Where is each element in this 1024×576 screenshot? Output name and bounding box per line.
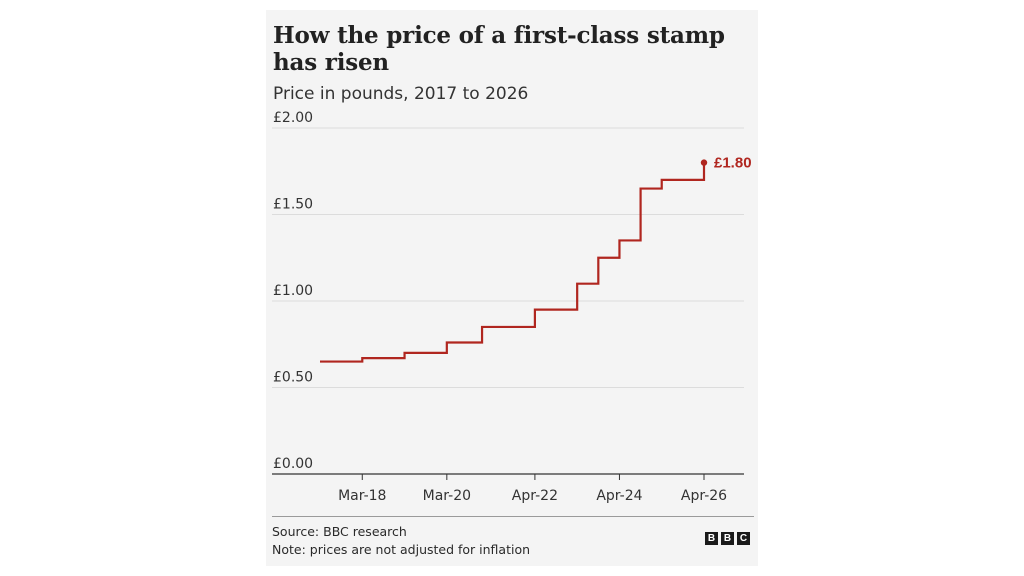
y-tick-label: £0.00 — [273, 456, 313, 472]
bbc-logo: B B C — [705, 532, 750, 545]
chart-card: How the price of a first-class stamp has… — [266, 10, 758, 566]
x-tick-label: Mar-18 — [338, 488, 386, 504]
bbc-logo-letter: C — [737, 532, 750, 545]
y-tick-label: £1.00 — [273, 283, 313, 299]
x-tick-label: Apr-22 — [512, 488, 558, 504]
chart-subtitle: Price in pounds, 2017 to 2026 — [273, 84, 529, 104]
chart-title: How the price of a first-class stamp has… — [273, 22, 725, 76]
y-tick-label: £1.50 — [273, 197, 313, 213]
x-tick-label: Apr-24 — [596, 488, 642, 504]
y-tick-label: £2.00 — [273, 110, 313, 126]
x-tick-label: Apr-26 — [681, 488, 727, 504]
source-text: Source: BBC research — [272, 524, 407, 539]
end-point-marker — [700, 159, 708, 166]
price-step-line — [320, 162, 706, 363]
bbc-logo-letter: B — [721, 532, 734, 545]
x-tick-label: Mar-20 — [423, 488, 471, 504]
chart-footer: Source: BBC research Note: prices are no… — [272, 516, 754, 559]
bbc-logo-letter: B — [705, 532, 718, 545]
stamp-price-chart: £0.00 £0.50 £1.00 £1.50 £2.00 Mar-18 Mar-20 Apr… — [272, 110, 752, 504]
note-text: Note: prices are not adjusted for inflat… — [272, 542, 531, 557]
end-value-label: £1.80 — [714, 155, 752, 172]
y-tick-label: £0.50 — [273, 370, 313, 386]
